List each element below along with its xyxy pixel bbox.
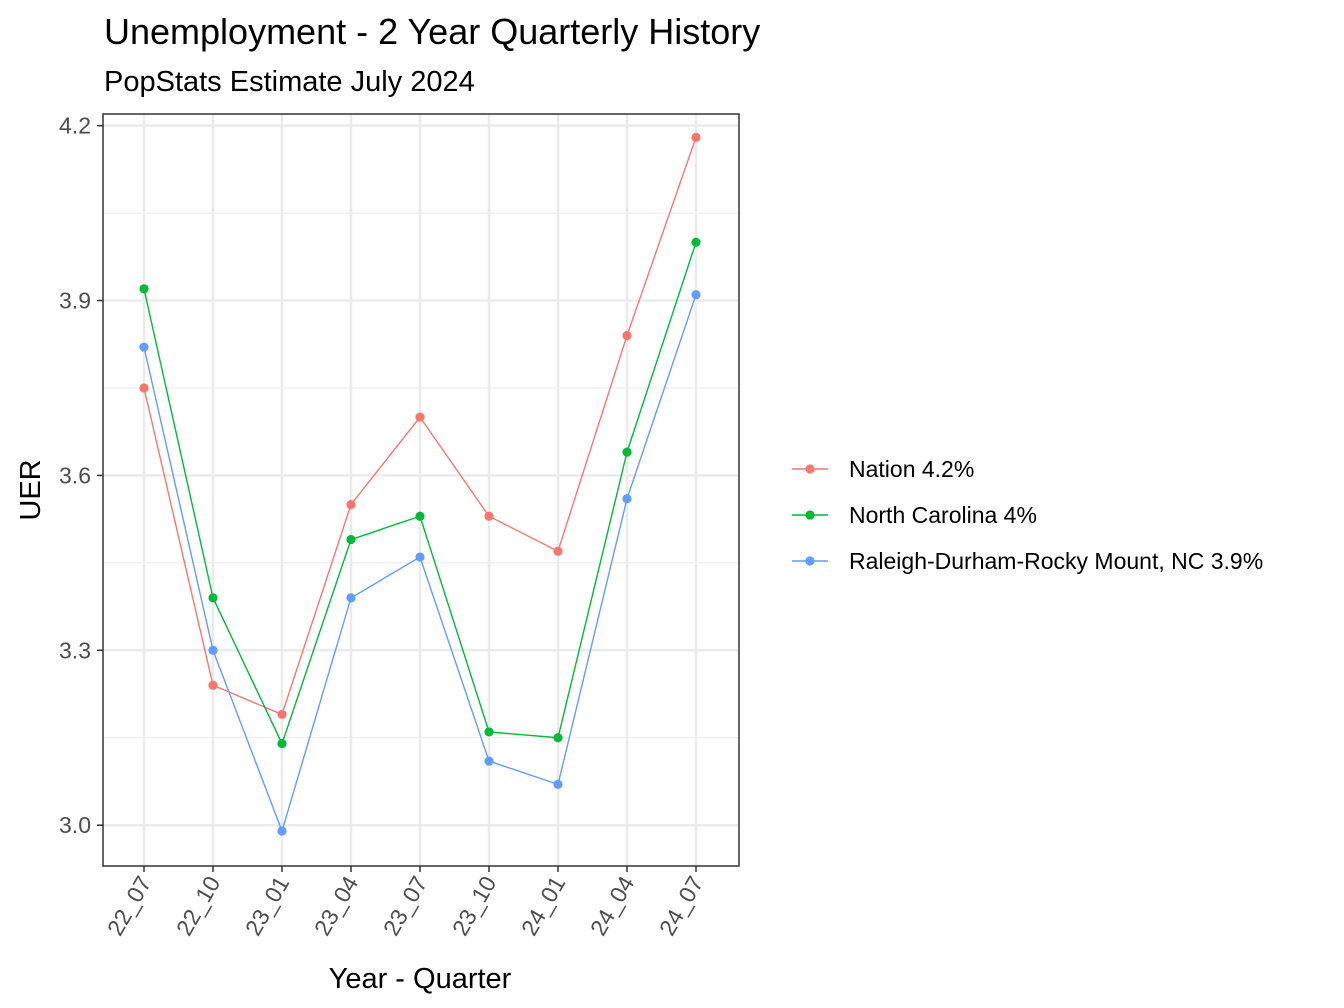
grid-lines — [103, 114, 739, 866]
data-point — [139, 342, 149, 352]
data-point — [277, 826, 287, 836]
series-layer — [139, 132, 701, 836]
y-tick-label: 4.2 — [59, 113, 91, 139]
data-point — [208, 593, 218, 603]
legend-label: Nation 4.2% — [849, 456, 974, 482]
series-0 — [139, 132, 701, 720]
data-point — [415, 552, 425, 562]
legend-key-point — [805, 556, 815, 566]
y-tick-label: 3.3 — [59, 637, 91, 663]
legend-label: Raleigh-Durham-Rocky Mount, NC 3.9% — [849, 548, 1263, 574]
data-point — [691, 132, 701, 142]
legend-item: North Carolina 4% — [792, 502, 1037, 528]
data-point — [277, 709, 287, 720]
x-tick-label: 24_04 — [585, 871, 640, 940]
data-point — [484, 727, 494, 737]
data-point — [346, 534, 356, 545]
x-tick-label: 23_04 — [309, 871, 364, 940]
y-axis-title: UER — [15, 459, 47, 520]
data-point — [139, 284, 149, 294]
data-point — [208, 680, 218, 690]
x-tick-label: 24_07 — [654, 872, 709, 940]
x-tick-label: 22_07 — [102, 872, 157, 940]
data-point — [415, 511, 425, 521]
legend: Nation 4.2% North Carolina 4% Raleigh-Durh… — [792, 456, 1263, 574]
legend-label: North Carolina 4% — [849, 502, 1037, 528]
data-point — [346, 499, 356, 510]
legend-item: Raleigh-Durham-Rocky Mount, NC 3.9% — [792, 548, 1263, 574]
x-axis: 22_07 22_10 23_01 23_04 23_07 23_10 24_01 24_04… — [102, 866, 709, 940]
data-point — [691, 290, 701, 300]
data-point — [553, 779, 563, 789]
x-tick-label: 23_10 — [447, 872, 502, 940]
y-tick-label: 3.0 — [59, 812, 91, 838]
plot-area — [102, 113, 740, 867]
data-point — [139, 383, 149, 393]
x-tick-label: 24_01 — [516, 872, 571, 940]
legend-key-point — [805, 510, 815, 520]
chart-title: Unemployment - 2 Year Quarterly History — [104, 11, 760, 52]
data-point — [415, 412, 425, 422]
series-1 — [139, 237, 701, 749]
chart-subtitle: PopStats Estimate July 2024 — [104, 66, 475, 98]
data-point — [622, 330, 632, 341]
plot-border — [102, 113, 740, 867]
data-point — [208, 645, 218, 655]
y-tick-label: 3.6 — [59, 462, 91, 488]
data-point — [691, 237, 701, 247]
data-point — [277, 738, 287, 749]
data-point — [622, 494, 632, 504]
data-point — [484, 756, 494, 766]
x-tick-label: 23_07 — [378, 872, 433, 940]
y-axis: 3.0 3.3 3.6 3.9 4.2 — [59, 113, 103, 838]
series-2 — [139, 290, 701, 836]
data-point — [346, 593, 356, 603]
x-axis-title: Year - Quarter — [329, 963, 512, 995]
data-point — [553, 546, 563, 556]
x-tick-label: 22_10 — [171, 872, 226, 940]
data-point — [553, 733, 563, 743]
legend-key-point — [805, 464, 815, 474]
data-point — [622, 447, 632, 457]
data-point — [484, 511, 494, 521]
x-tick-label: 23_01 — [240, 872, 295, 940]
y-tick-label: 3.9 — [59, 288, 91, 314]
legend-item: Nation 4.2% — [792, 456, 974, 482]
